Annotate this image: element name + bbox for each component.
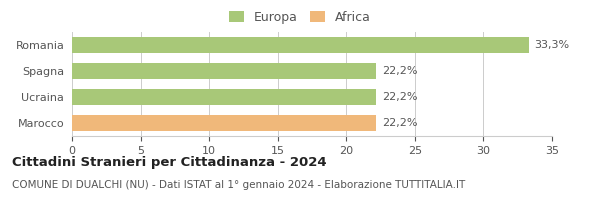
Text: COMUNE DI DUALCHI (NU) - Dati ISTAT al 1° gennaio 2024 - Elaborazione TUTTITALIA: COMUNE DI DUALCHI (NU) - Dati ISTAT al 1…	[12, 180, 465, 190]
Legend: Europa, Africa: Europa, Africa	[226, 8, 374, 26]
Text: Cittadini Stranieri per Cittadinanza - 2024: Cittadini Stranieri per Cittadinanza - 2…	[12, 156, 326, 169]
Bar	[72, 37, 529, 53]
Bar	[72, 89, 376, 105]
Text: 22,2%: 22,2%	[382, 92, 418, 102]
Bar	[72, 63, 376, 79]
Bar	[72, 115, 376, 131]
Text: 22,2%: 22,2%	[382, 118, 418, 128]
Text: 22,2%: 22,2%	[382, 66, 418, 76]
Text: 33,3%: 33,3%	[534, 40, 569, 50]
